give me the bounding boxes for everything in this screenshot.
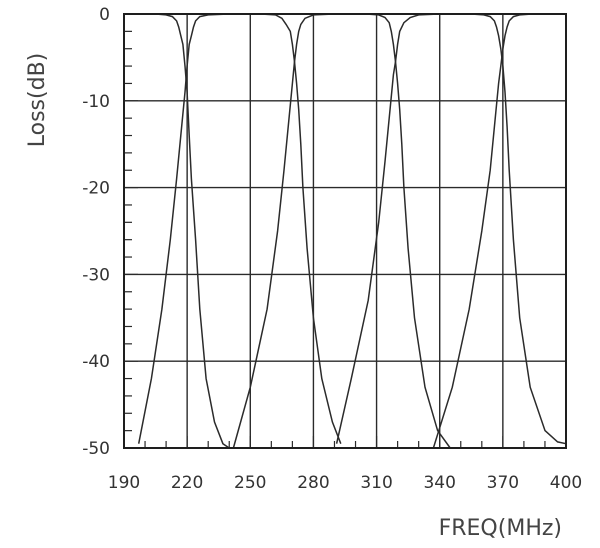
response-curve-1 <box>137 13 566 444</box>
minor-ticks <box>123 13 567 449</box>
plot-frame <box>123 13 567 449</box>
response-curve-5 <box>335 13 566 444</box>
y-tick-label: -50 <box>82 439 110 459</box>
x-tick-label: 220 <box>171 473 203 493</box>
response-curve-3 <box>232 13 566 449</box>
y-tick-label: -10 <box>82 92 110 112</box>
filter-response-curves <box>124 13 567 449</box>
y-axis-title: Loss(dB) <box>25 53 50 147</box>
y-tick-label: -30 <box>82 265 110 285</box>
y-tick-label: -40 <box>82 352 110 372</box>
x-tick-labels: 190 220 250 280 310 340 370 400 <box>108 473 582 493</box>
response-curve-7 <box>432 13 566 449</box>
x-tick-label: 250 <box>234 473 266 493</box>
y-tick-label: -20 <box>82 179 110 199</box>
x-tick-label: 340 <box>423 473 455 493</box>
x-tick-label: 280 <box>297 473 329 493</box>
x-tick-label: 400 <box>550 473 582 493</box>
response-curve-6 <box>124 13 451 449</box>
y-tick-labels: 0 -10 -20 -30 -40 -50 <box>82 5 110 459</box>
x-axis-title: FREQ(MHz) <box>439 516 562 541</box>
x-tick-label: 190 <box>108 473 140 493</box>
response-curve-2 <box>124 13 230 449</box>
response-curve-4 <box>124 13 342 444</box>
response-curve-8 <box>124 13 567 445</box>
x-tick-label: 370 <box>487 473 519 493</box>
y-tick-label: 0 <box>99 5 110 25</box>
grid <box>124 14 566 448</box>
x-tick-label: 310 <box>360 473 392 493</box>
